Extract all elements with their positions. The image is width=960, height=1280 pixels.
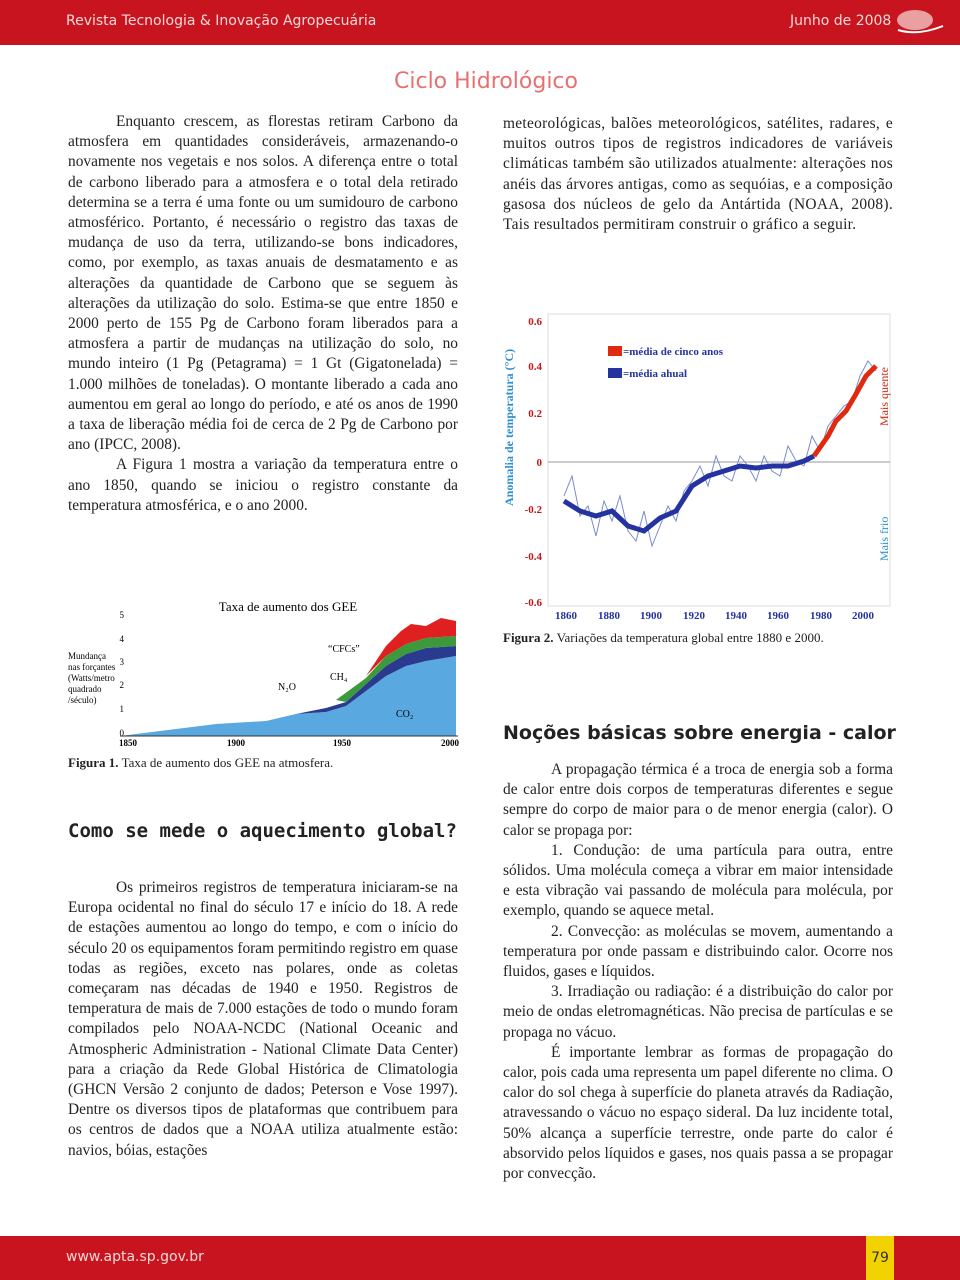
legend-swatch: [608, 368, 622, 378]
y-tick: 3: [120, 657, 125, 667]
y-tick: 2: [120, 680, 125, 690]
x-tick: 1960: [767, 610, 790, 622]
area-ch4: [286, 646, 456, 716]
right-column: meteorológicas, balões meteorológicos, s…: [503, 114, 893, 235]
x-tick: 1980: [810, 610, 833, 622]
x-tick: 2000: [852, 610, 875, 622]
y-tick: 0.6: [528, 316, 542, 328]
label: N₂O: [278, 682, 296, 693]
y-tick: -0.4: [525, 551, 543, 563]
legend-swatch: [608, 346, 622, 356]
heading: Como se mede o aquecimento global?: [68, 820, 457, 842]
paragraph: É importante lembrar as formas de propag…: [503, 1043, 893, 1183]
y-tick: 0.2: [528, 408, 542, 420]
figure-2: Anomalia de temperatura (°C) 0.6 0.4 0.2…: [502, 313, 891, 622]
paragraph: A Figura 1 mostra a variação da temperat…: [68, 456, 458, 514]
x-tick: 1860: [555, 610, 578, 622]
y-label: quadrado: [68, 684, 102, 694]
header-bar: Revista Tecnologia & Inovação Agropecuár…: [0, 0, 960, 45]
caption: Figura 1. Taxa de aumento dos GEE na atm…: [68, 755, 333, 771]
caption-label: Figura 2.: [503, 630, 554, 645]
paragraph: Enquanto crescem, as florestas retiram C…: [68, 113, 458, 454]
y-tick: -0.6: [525, 597, 543, 609]
label: CH₄: [330, 672, 348, 683]
paragraph: 3. Irradiação ou radiação: é a distribui…: [503, 983, 893, 1041]
y-tick: 0: [537, 457, 543, 469]
footer-bar: www.apta.sp.gov.br 79: [0, 1236, 960, 1280]
x-tick: 1880: [598, 610, 621, 622]
x-tick: 1900: [640, 610, 663, 622]
date: Junho de 2008: [790, 13, 892, 29]
y-tick: -0.2: [525, 504, 543, 516]
x-tick: 1850: [119, 738, 138, 748]
paragraph: Os primeiros registros de temperatura in…: [68, 879, 458, 1159]
y-tick: 1: [120, 704, 125, 714]
caption-text: Variações da temperatura global entre 18…: [556, 630, 824, 645]
plot-area: [547, 313, 891, 607]
x-tick: 1900: [227, 738, 246, 748]
left-column: Enquanto crescem, as florestas retiram C…: [68, 112, 458, 516]
x-tick: 1940: [725, 610, 748, 622]
y-label: Mundança: [68, 651, 106, 661]
area-co2: [120, 656, 456, 736]
heading: Noções básicas sobre energia - calor: [503, 722, 896, 744]
caption-text: Taxa de aumento dos GEE na atmosfera.: [121, 755, 334, 770]
journal: Revista Tecnologia & Inovação Agropecuár…: [66, 13, 377, 29]
y-label: Anomalia de temperatura (°C): [502, 349, 516, 506]
area-cfcs: [366, 618, 456, 676]
logo: [897, 10, 944, 34]
y-label: nas forçantes: [68, 662, 116, 672]
y-tick: 4: [120, 634, 125, 644]
caption-label: Figura 1.: [68, 755, 119, 770]
y-label: (Watts/metro: [68, 673, 115, 683]
x-tick: 1950: [333, 738, 352, 748]
y-tick: 0.4: [528, 361, 542, 373]
figure-1: Taxa de aumento dos GEE Mundança nas for…: [68, 599, 460, 748]
url: www.apta.sp.gov.br: [66, 1249, 204, 1265]
paragraph: meteorológicas, balões meteorológicos, s…: [503, 115, 893, 234]
paragraph: 1. Condução: de uma partícula para outra…: [503, 841, 893, 920]
page-number: 79: [866, 1236, 894, 1280]
x-tick: 2000: [441, 738, 460, 748]
label: CO₂: [396, 709, 413, 720]
warm-label: Mais quente: [877, 367, 891, 426]
section-title: Ciclo Hidrológico: [394, 69, 578, 94]
figure-title: Taxa de aumento dos GEE: [219, 599, 357, 614]
energy-column: A propagação térmica é a troca de energi…: [503, 760, 893, 1184]
legend-entry: =média de cinco anos: [623, 346, 724, 358]
label: “CFCs”: [328, 644, 360, 655]
y-tick: 0: [120, 728, 125, 738]
area-n2o: [336, 636, 456, 702]
measure-column: Os primeiros registros de temperatura in…: [68, 878, 458, 1161]
cold-label: Mais frio: [877, 517, 891, 561]
y-label: /século): [68, 695, 97, 705]
paragraph: A propagação térmica é a troca de energi…: [503, 761, 893, 839]
y-tick: 5: [120, 610, 125, 620]
paragraph: 2. Convecção: as moléculas se movem, aum…: [503, 922, 893, 981]
x-tick: 1920: [683, 610, 706, 622]
legend-entry: =média ahual: [623, 368, 687, 380]
caption: Figura 2. Variações da temperatura globa…: [503, 630, 824, 646]
